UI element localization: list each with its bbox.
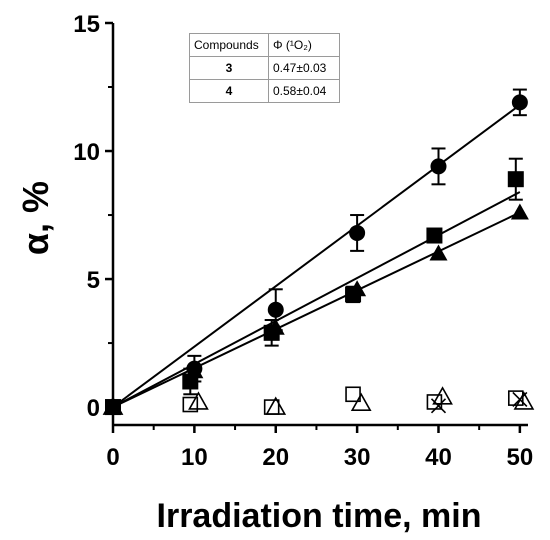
axes [111,23,528,427]
x-tick-label: 50 [507,444,534,471]
data-point-square [507,171,524,188]
data-point-open-triangle [265,396,287,415]
y-tick-label: 5 [87,267,100,294]
inset-row: 4 0.58±0.04 [189,79,340,103]
fit-line [112,104,521,408]
data-point-square [426,227,443,244]
x-tick-label: 0 [106,444,119,471]
data-point-triangle [185,362,204,379]
data-point-open-square [345,386,361,403]
data-point-triangle [266,318,285,335]
data-point-open-triangle [188,391,209,410]
data-point-triangle [348,280,367,297]
data-point-circle [430,158,447,175]
inset-table: Compounds Φ (¹O₂) 3 0.47±0.03 4 0.58±0.0… [189,33,340,103]
inset-compound: 4 [189,79,269,103]
data-point-open-triangle [350,392,372,412]
data-point-circle [511,94,528,111]
x-tick-label: 40 [425,444,452,471]
data-point-open-square [507,390,524,406]
tick-labels: 0 10 20 30 40 50 0 5 10 15 [73,11,533,471]
inset-header-phi: Φ (¹O₂) [268,33,340,57]
y-tick-label: 10 [73,139,100,166]
inset-phi: 0.58±0.04 [268,79,340,103]
data-point-open-triangle [432,386,453,405]
ticks [105,21,522,433]
fit-line [112,191,521,408]
data-point-circle [267,301,284,318]
data-point-circle [349,224,366,241]
y-tick-label: 0 [87,395,100,422]
y-tick-label: 15 [73,11,100,38]
x-tick-label: 10 [181,444,208,471]
data-point-open-square [263,399,280,415]
data-point-cross [512,391,528,407]
x-tick-label: 30 [344,444,371,471]
y-axis-label: α, % [15,181,56,255]
fit-line [112,211,521,408]
inset-phi: 0.47±0.03 [268,56,340,80]
data-point-triangle [429,244,448,261]
data-point-cross [430,398,447,414]
fit-lines [112,104,521,408]
inset-header-compounds: Compounds [189,33,269,57]
inset-row: 3 0.47±0.03 [189,56,340,80]
data-point-open-square [182,396,199,413]
x-axis-label: Irradiation time, min [157,497,482,535]
inset-header-row: Compounds Φ (¹O₂) [189,33,340,57]
inset-compound: 3 [189,56,269,80]
x-tick-label: 20 [262,444,289,471]
data-point-triangle [510,203,529,220]
